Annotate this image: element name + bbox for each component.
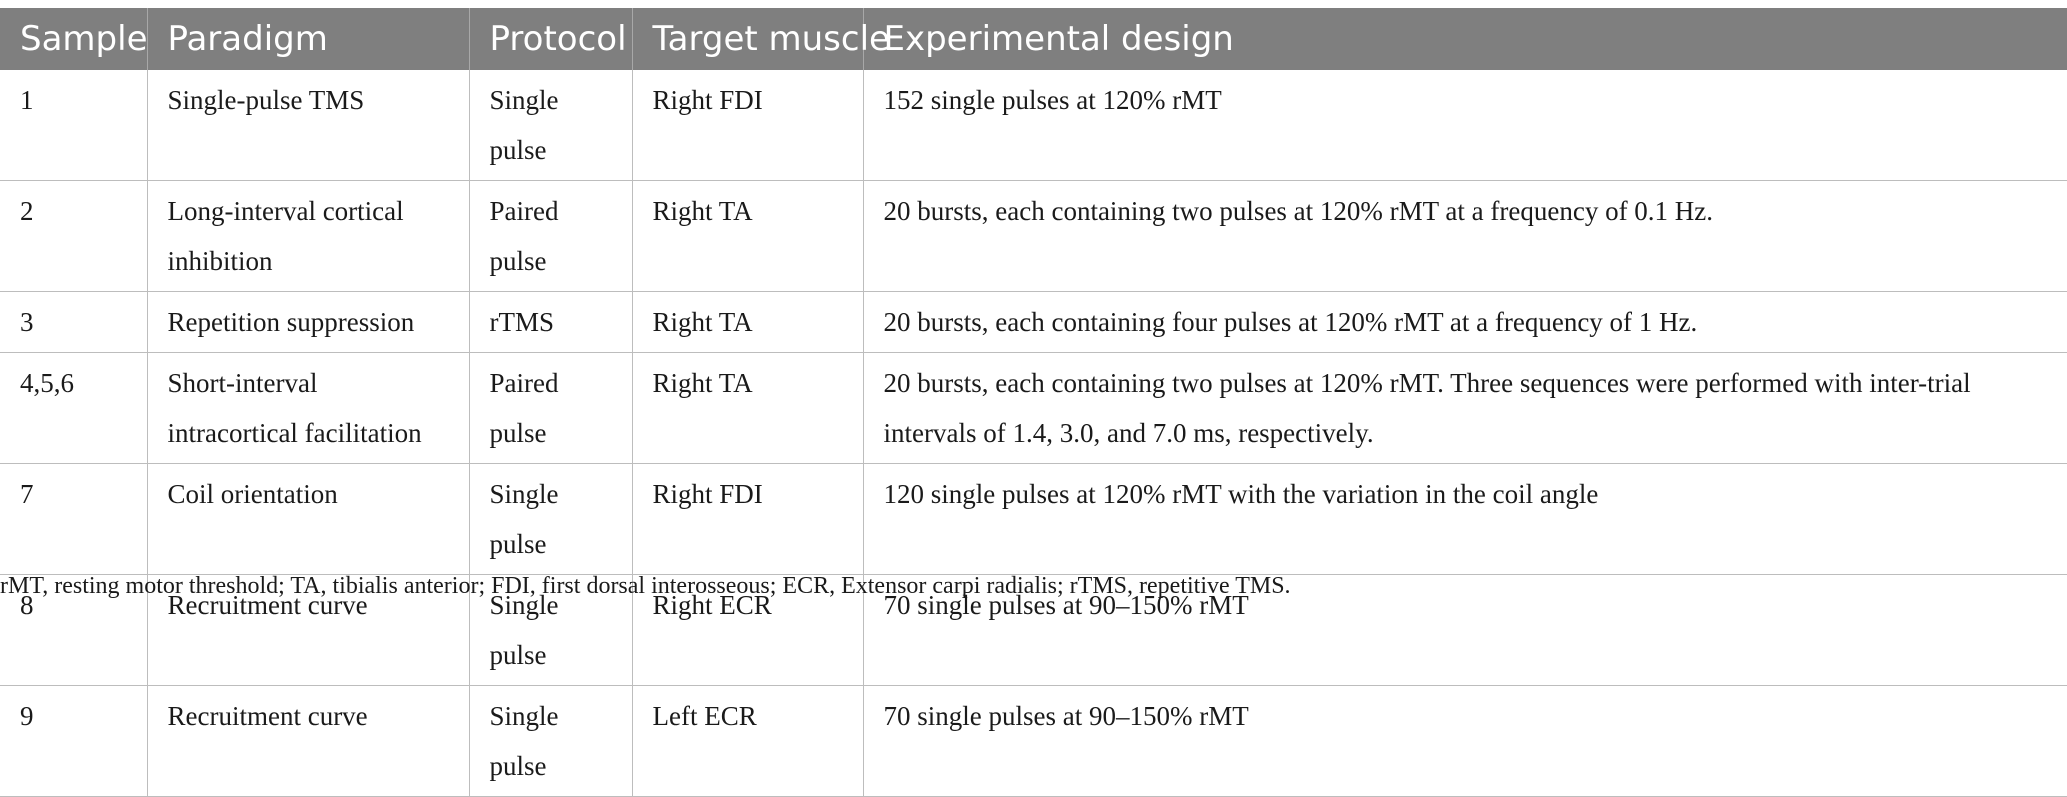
table-row: 2 Long-interval cortical inhibition Pair…: [0, 180, 2067, 292]
cell-paradigm: Recruitment curve: [147, 685, 470, 797]
cell-experimental-design: 20 bursts, each containing four pulses a…: [863, 291, 2067, 353]
table-footnote: rMT, resting motor threshold; TA, tibial…: [0, 573, 1291, 599]
cell-target-muscle: Right TA: [632, 291, 864, 353]
cell-protocol: rTMS: [469, 291, 633, 353]
cell-paradigm: Coil orientation: [147, 463, 470, 575]
table-row: 7 Coil orientation Single pulse Right FD…: [0, 463, 2067, 575]
cell-sample: 2: [0, 180, 148, 292]
protocol-table: Sample Paradigm Protocol Target muscle E…: [0, 8, 2067, 797]
cell-paradigm: Repetition suppression: [147, 291, 470, 353]
cell-paradigm: Long-interval cortical inhibition: [147, 180, 470, 292]
table-row: 9 Recruitment curve Single pulse Left EC…: [0, 685, 2067, 797]
header-sample: Sample: [0, 8, 148, 70]
cell-protocol: Single pulse: [469, 685, 633, 797]
cell-target-muscle: Left ECR: [632, 685, 864, 797]
cell-paradigm: Short-interval intracortical facilitatio…: [147, 352, 470, 464]
cell-experimental-design: 70 single pulses at 90–150% rMT: [863, 685, 2067, 797]
table-row: 1 Single-pulse TMS Single pulse Right FD…: [0, 70, 2067, 181]
cell-sample: 9: [0, 685, 148, 797]
cell-experimental-design: 20 bursts, each containing two pulses at…: [863, 180, 2067, 292]
cell-sample: 7: [0, 463, 148, 575]
cell-sample: 3: [0, 291, 148, 353]
cell-sample: 1: [0, 70, 148, 181]
table-row: 4,5,6 Short-interval intracortical facil…: [0, 352, 2067, 464]
cell-paradigm: Single-pulse TMS: [147, 70, 470, 181]
cell-sample: 4,5,6: [0, 352, 148, 464]
table-header-row: Sample Paradigm Protocol Target muscle E…: [0, 8, 2067, 70]
cell-protocol: Single pulse: [469, 70, 633, 181]
header-paradigm: Paradigm: [147, 8, 470, 70]
cell-protocol: Paired pulse: [469, 180, 633, 292]
cell-target-muscle: Right TA: [632, 180, 864, 292]
header-target-muscle: Target muscle: [632, 8, 890, 70]
cell-target-muscle: Right FDI: [632, 70, 864, 181]
header-protocol: Protocol: [469, 8, 633, 70]
header-experimental-design: Experimental design: [863, 8, 2067, 70]
cell-target-muscle: Right TA: [632, 352, 864, 464]
cell-experimental-design: 152 single pulses at 120% rMT: [863, 70, 2067, 181]
cell-protocol: Single pulse: [469, 463, 633, 575]
cell-protocol: Paired pulse: [469, 352, 633, 464]
cell-target-muscle: Right FDI: [632, 463, 864, 575]
cell-experimental-design: 20 bursts, each containing two pulses at…: [863, 352, 2067, 464]
table-container: Sample Paradigm Protocol Target muscle E…: [0, 8, 2067, 797]
table-row: 3 Repetition suppression rTMS Right TA 2…: [0, 291, 2067, 353]
cell-experimental-design: 120 single pulses at 120% rMT with the v…: [863, 463, 2067, 575]
